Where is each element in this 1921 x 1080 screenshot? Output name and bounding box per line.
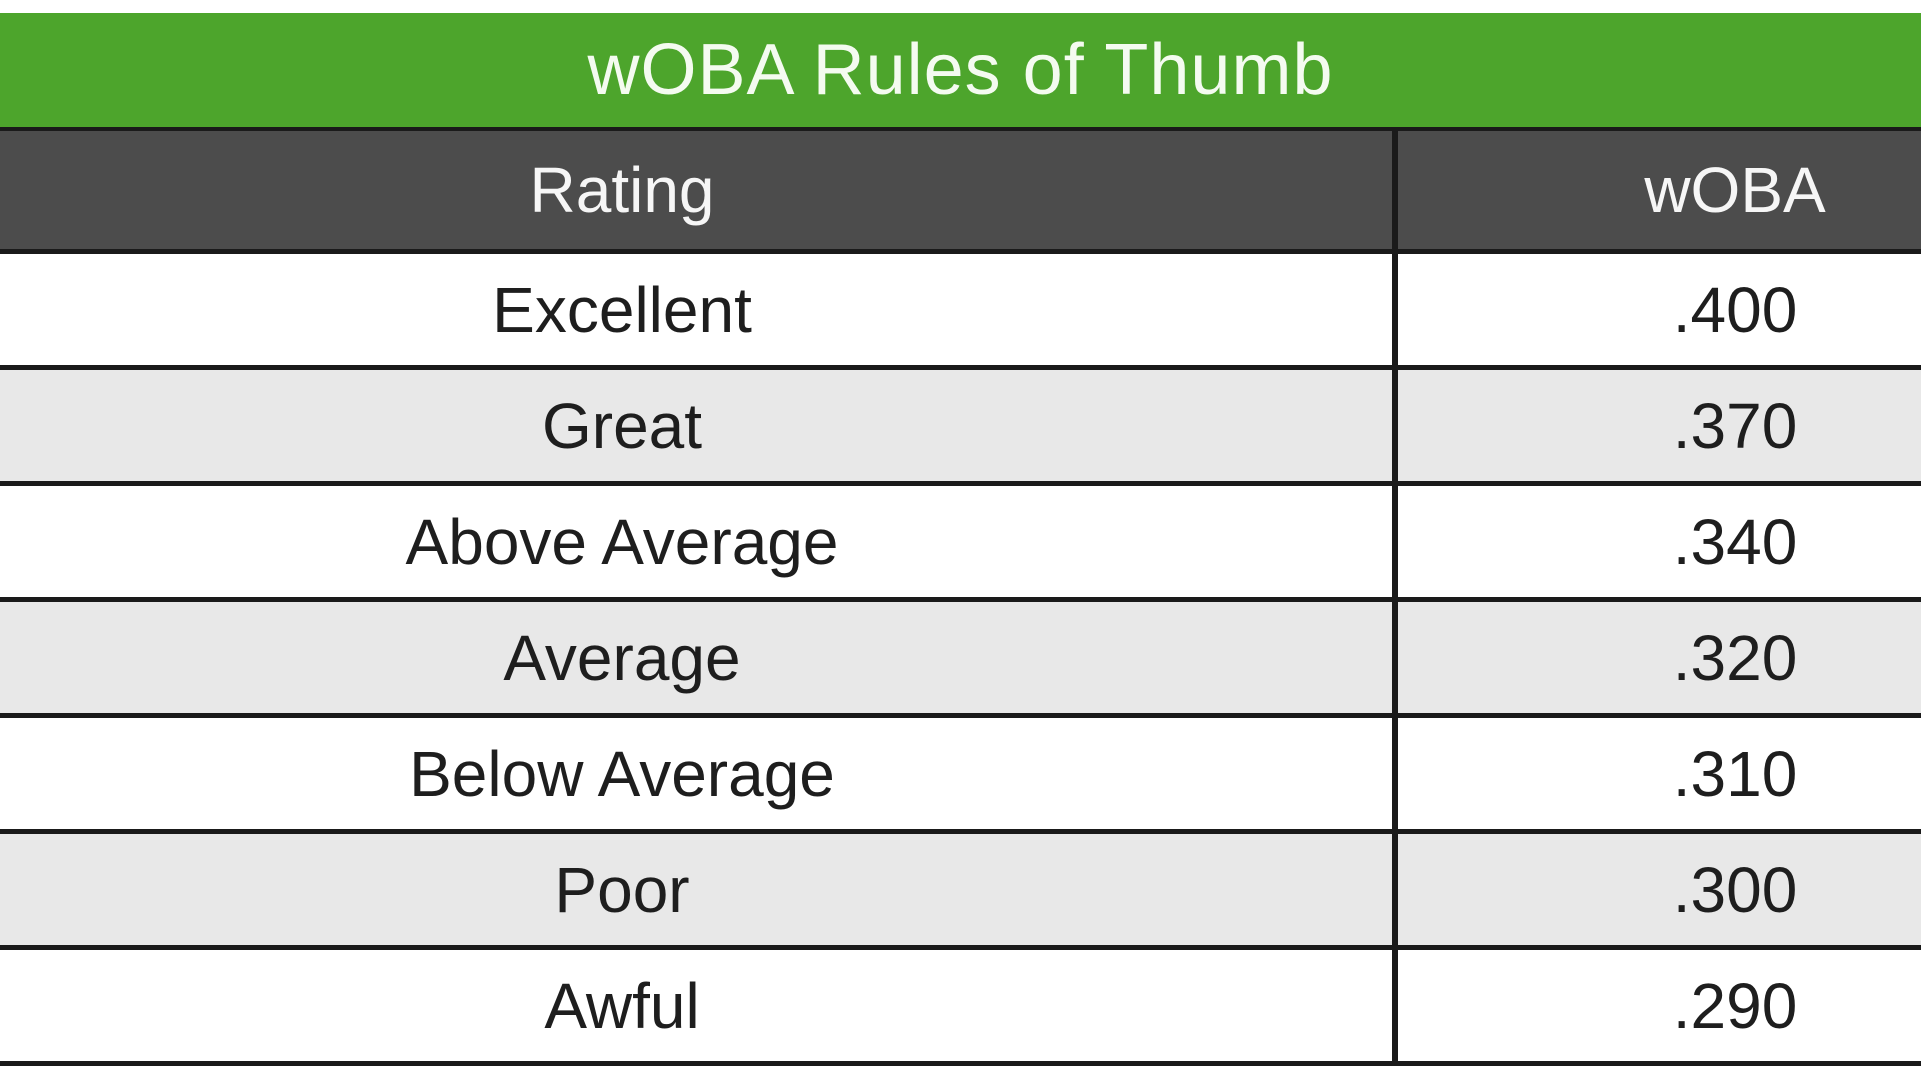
rating-cell: Average — [503, 621, 741, 694]
table-header-row: Rating wOBA — [0, 131, 1921, 254]
woba-cell: .320 — [1392, 602, 1921, 713]
woba-table: wOBA Rules of Thumb Rating wOBA Excellen… — [0, 13, 1921, 1066]
table-row: Great .370 — [0, 370, 1921, 486]
table-row: Excellent .400 — [0, 254, 1921, 370]
woba-cell: .290 — [1392, 950, 1921, 1061]
column-header-rating: Rating — [529, 154, 715, 226]
rating-cell: Great — [541, 389, 703, 462]
rating-cell: Excellent — [492, 273, 752, 346]
table-row: Average .320 — [0, 602, 1921, 718]
woba-cell: .370 — [1392, 370, 1921, 481]
woba-cell: .310 — [1392, 718, 1921, 829]
column-header-woba: wOBA — [1392, 131, 1921, 249]
woba-cell: .340 — [1392, 486, 1921, 597]
woba-cell: .400 — [1392, 254, 1921, 365]
rating-cell: Above Average — [405, 505, 839, 578]
table-row: Awful .290 — [0, 950, 1921, 1066]
table-title-bar: wOBA Rules of Thumb — [0, 13, 1921, 131]
table-row: Above Average .340 — [0, 486, 1921, 602]
table-row: Below Average .310 — [0, 718, 1921, 834]
rating-cell: Poor — [554, 853, 690, 926]
rating-cell: Awful — [544, 969, 700, 1042]
table-row: Poor .300 — [0, 834, 1921, 950]
rating-cell: Below Average — [409, 737, 835, 810]
woba-cell: .300 — [1392, 834, 1921, 945]
table-title: wOBA Rules of Thumb — [587, 30, 1334, 110]
